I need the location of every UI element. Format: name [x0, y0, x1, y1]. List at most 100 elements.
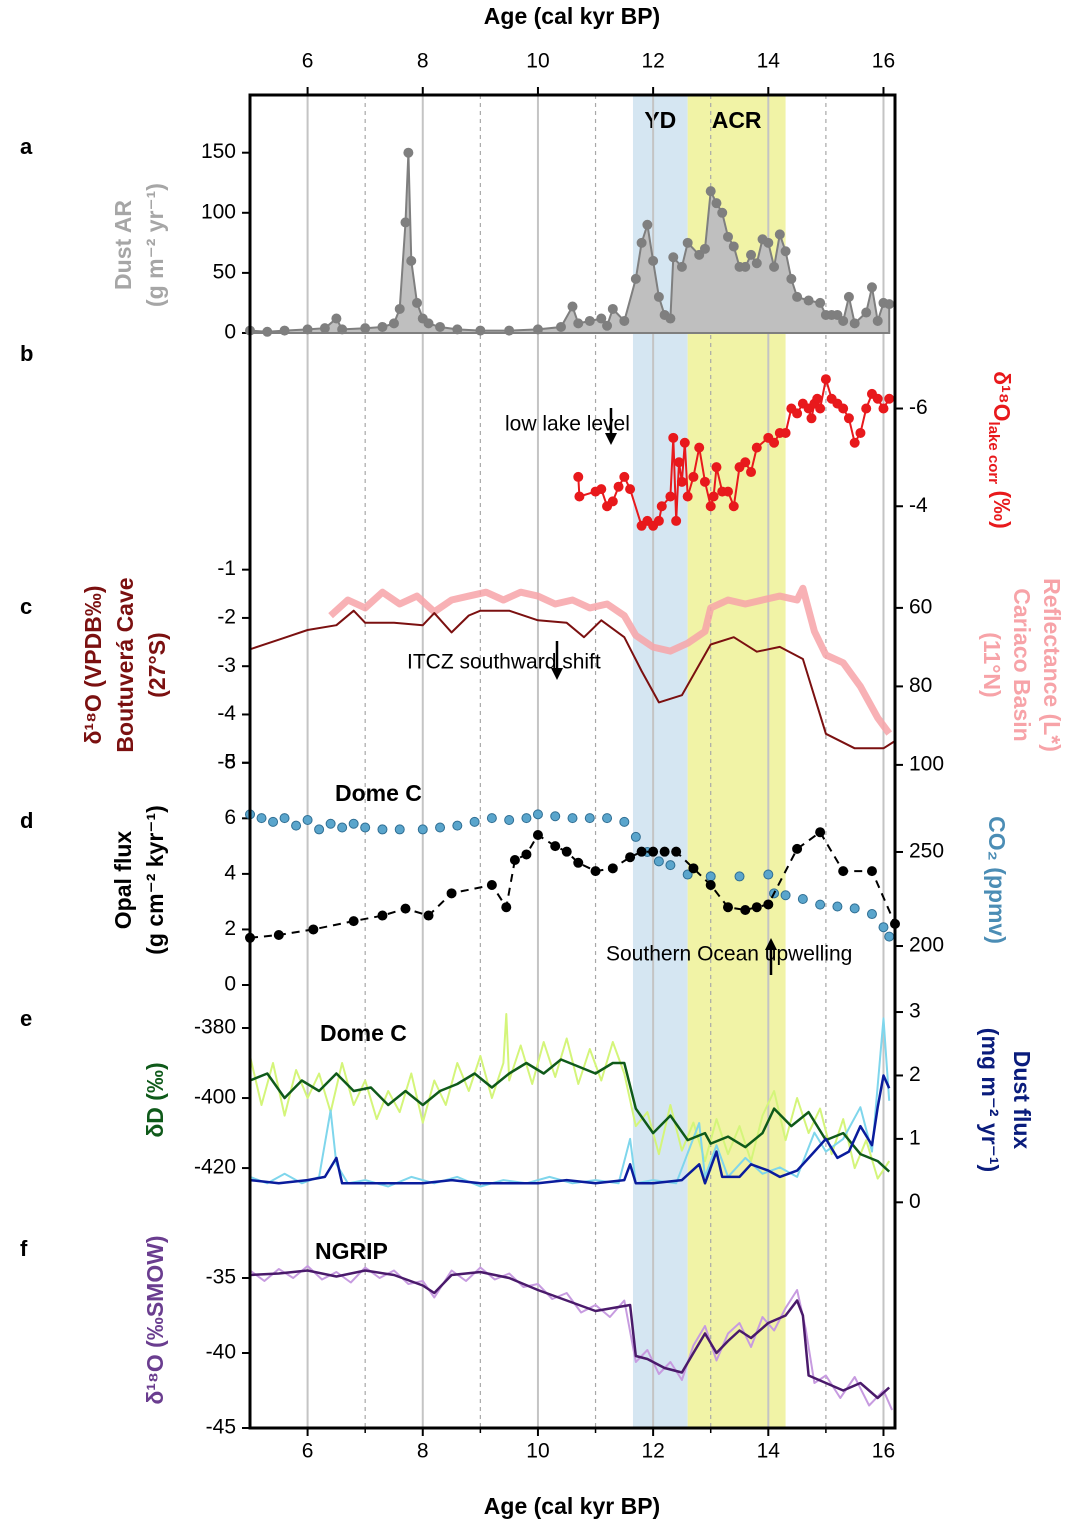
y-tick-label: 8 [224, 750, 236, 773]
interval-label: YD [644, 107, 676, 133]
marker [573, 318, 584, 329]
marker [417, 824, 428, 835]
marker [561, 846, 572, 857]
y-tick-label: -2 [217, 605, 236, 628]
marker [679, 437, 690, 448]
marker [682, 237, 693, 248]
marker [866, 282, 877, 293]
marker [656, 501, 667, 512]
axis-title: (mg m⁻² yr⁻¹) [977, 1028, 1003, 1172]
marker [699, 476, 710, 487]
marker [469, 816, 480, 827]
marker [486, 880, 497, 890]
marker [861, 307, 872, 318]
y-tick-label: 0 [224, 973, 236, 996]
marker [866, 909, 877, 920]
y-tick-label: -420 [194, 1156, 236, 1179]
marker [607, 863, 618, 874]
series-line [249, 1265, 894, 1411]
marker [596, 484, 607, 495]
marker [550, 841, 561, 852]
marker [694, 249, 705, 260]
annotation: ITCZ southward shift [407, 651, 601, 674]
axis-title: δ¹⁸O (VPDB‰) [80, 586, 106, 745]
marker [337, 822, 348, 833]
x-tick-label-top: 16 [872, 50, 895, 73]
marker [256, 813, 267, 824]
marker [377, 824, 388, 835]
marker [642, 219, 653, 230]
marker [786, 273, 797, 284]
x-tick-label-top: 14 [757, 50, 781, 73]
y2-tick-label: 2 [909, 1063, 921, 1086]
y2-tick-label: -4 [909, 494, 928, 517]
marker [360, 822, 371, 833]
marker [769, 261, 780, 272]
y-tick-label: -4 [217, 702, 236, 725]
marker [625, 852, 636, 863]
marker [815, 297, 826, 308]
marker [435, 822, 446, 833]
marker [722, 486, 733, 497]
marker [746, 467, 757, 478]
marker [855, 427, 866, 438]
marker [843, 413, 854, 424]
marker [722, 902, 733, 913]
marker [849, 437, 860, 448]
marker [792, 291, 803, 302]
axis-title: Boutuverá Cave [112, 577, 138, 752]
marker [740, 457, 751, 468]
marker [584, 813, 595, 824]
marker [688, 471, 699, 482]
marker [567, 301, 578, 312]
plot-frame [248, 93, 897, 1430]
marker [509, 855, 520, 865]
panel-letter: b [20, 341, 33, 366]
panel-letter: d [20, 808, 33, 833]
marker [377, 910, 388, 921]
marker [849, 318, 860, 329]
marker [668, 432, 679, 443]
marker [769, 437, 780, 448]
marker [291, 820, 302, 831]
y-tick-label: 6 [224, 806, 236, 829]
marker [648, 255, 659, 266]
marker [751, 258, 762, 269]
marker [625, 484, 636, 495]
marker [878, 922, 889, 933]
x-tick-label-bottom: 16 [872, 1440, 895, 1463]
axis-title: Dust flux [1009, 1051, 1035, 1150]
marker [279, 813, 290, 824]
marker [843, 291, 854, 302]
y-tick-label: 4 [224, 861, 236, 884]
marker [665, 313, 676, 324]
marker [636, 237, 647, 248]
axis-title: δD (‰) [142, 1062, 168, 1137]
series-line [249, 1074, 891, 1185]
marker [555, 321, 566, 332]
annotation: Dome C [335, 780, 422, 806]
x-axis-title-bottom: Age (cal kyr BP) [484, 1493, 660, 1519]
y-tick-label: -40 [206, 1341, 236, 1364]
marker [671, 515, 682, 526]
marker [435, 321, 446, 332]
marker [763, 899, 774, 910]
marker [521, 813, 532, 824]
marker [403, 147, 414, 158]
x-tick-label-top: 8 [417, 50, 429, 73]
marker [574, 491, 585, 502]
marker [567, 813, 578, 824]
marker [653, 291, 664, 302]
marker [774, 229, 785, 240]
marker [596, 313, 607, 324]
marker [708, 491, 719, 502]
marker [348, 818, 359, 829]
marker [705, 871, 716, 882]
marker [394, 824, 405, 835]
marker [423, 318, 434, 329]
marker [648, 846, 659, 857]
y2-tick-label: 60 [909, 595, 932, 618]
marker [688, 863, 699, 874]
marker [630, 831, 641, 842]
marker [653, 515, 664, 526]
